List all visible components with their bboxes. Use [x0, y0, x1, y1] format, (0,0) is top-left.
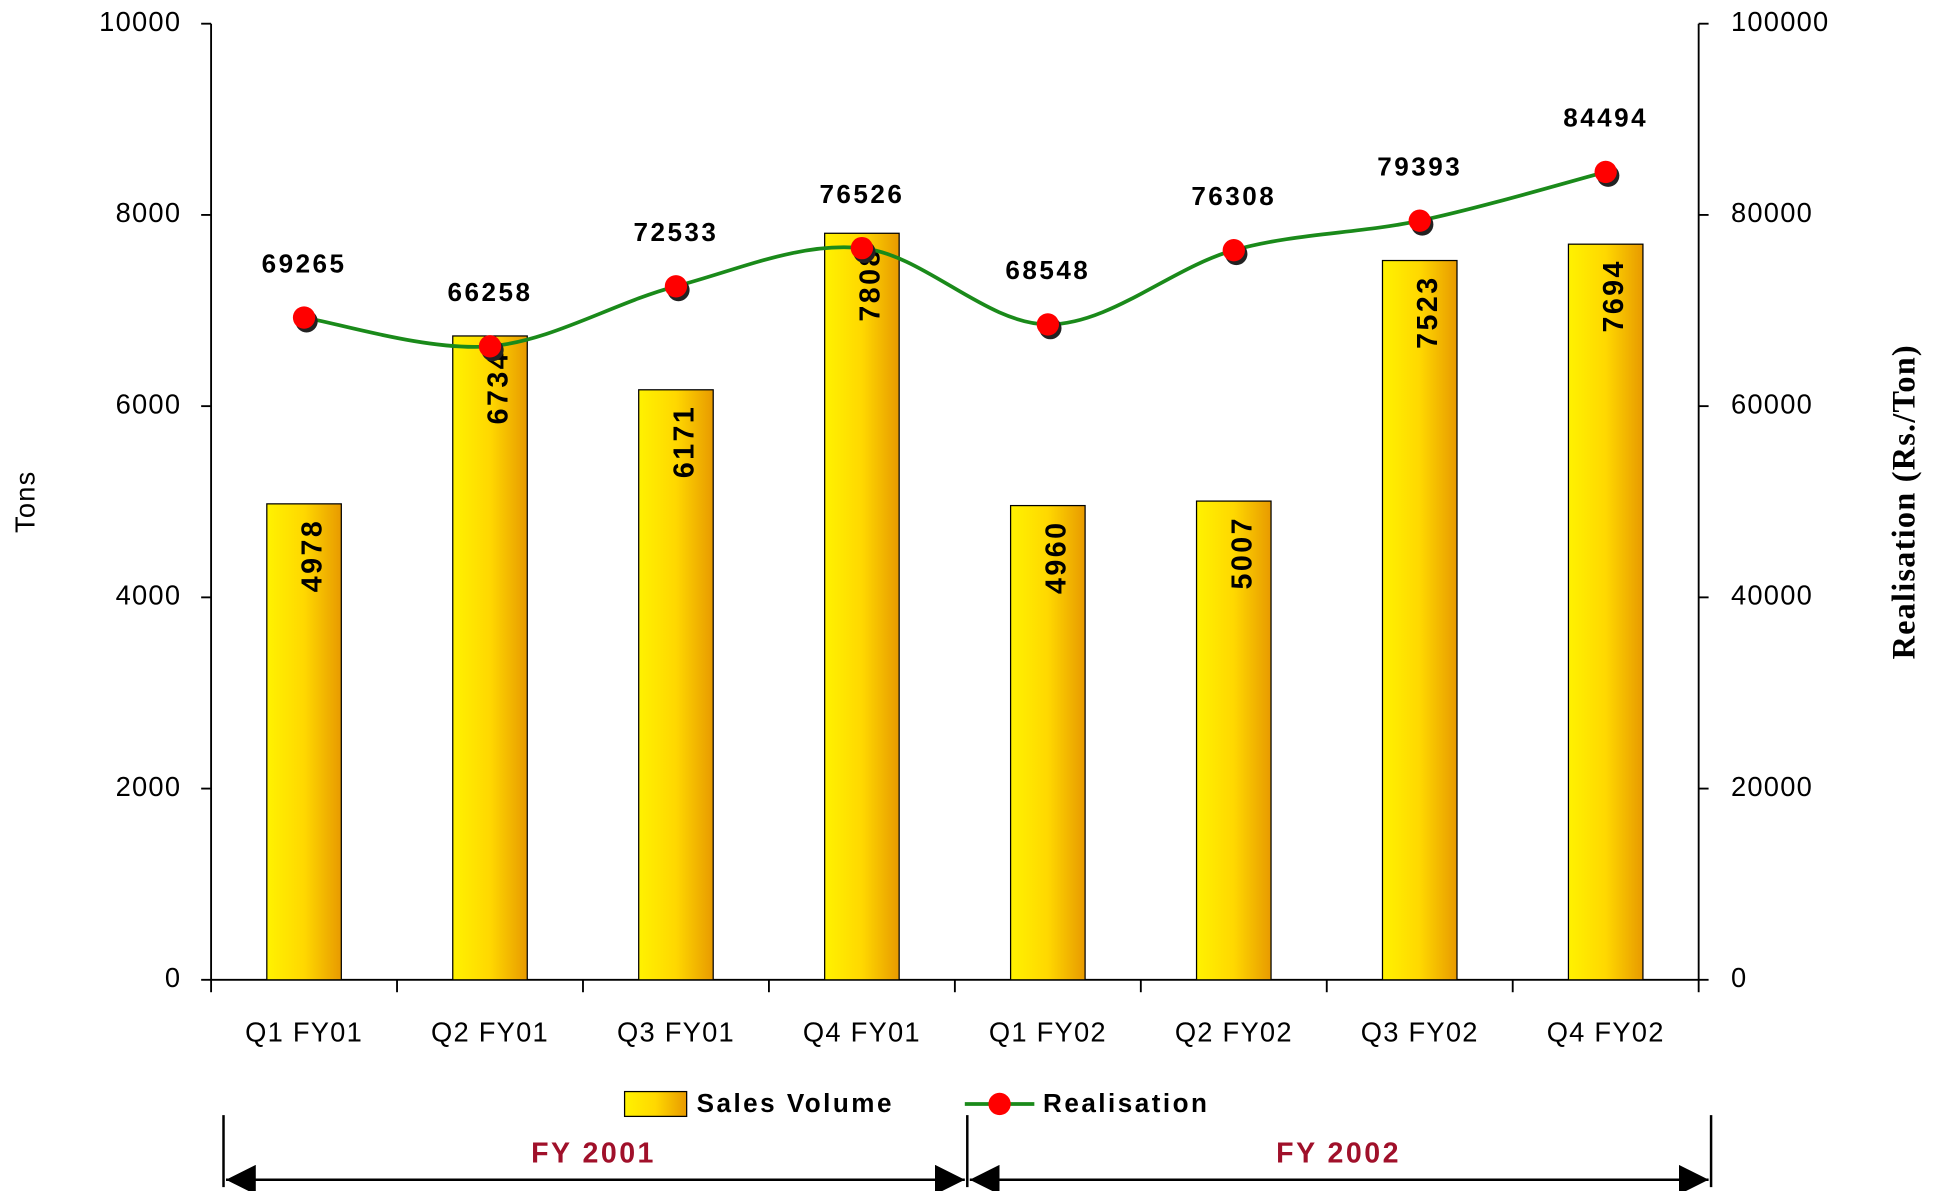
line-value-label: 79393: [1377, 151, 1462, 181]
y2-axis-title: Realisation (Rs./Ton): [1886, 344, 1922, 659]
marker: [664, 275, 688, 298]
line-value-label: 68548: [1005, 255, 1090, 285]
bar-value-label: 7694: [1598, 259, 1630, 332]
bar: [824, 232, 900, 981]
line-value-label: 76308: [1191, 181, 1276, 211]
marker: [292, 306, 316, 329]
x-tick-label: Q1 FY01: [245, 1017, 363, 1048]
marker: [1594, 160, 1617, 184]
bar-value-label: 6734: [482, 351, 514, 424]
legend-label: Sales Volume: [697, 1088, 894, 1118]
y-tick-label: 2000: [116, 771, 182, 802]
line-value-label: 66258: [448, 277, 533, 307]
marker: [478, 335, 502, 358]
y-axis-title: Tons: [10, 470, 41, 533]
y2-tick-label: 60000: [1731, 388, 1813, 419]
marker: [1222, 239, 1245, 262]
line-value-label: 76526: [819, 179, 904, 209]
y2-tick-label: 40000: [1731, 580, 1813, 611]
legend-swatch: [623, 1090, 688, 1118]
annotation: FY 2002: [1276, 1137, 1401, 1169]
y-tick-label: 4000: [116, 580, 182, 611]
legend: Sales Volume Realisation: [623, 1088, 1209, 1118]
bar: [1567, 243, 1644, 981]
x-tick-label: Q1 FY02: [989, 1017, 1107, 1048]
y2-tick-label: 80000: [1731, 197, 1813, 228]
y2-tick-label: 100000: [1731, 6, 1830, 37]
bar-value-label: 4978: [297, 519, 329, 592]
bar-value-label: 6171: [668, 405, 700, 478]
marker: [850, 236, 874, 260]
x-tick-label: Q2 FY01: [431, 1017, 549, 1048]
y-tick-label: 8000: [116, 197, 182, 228]
x-tick-label: Q4 FY01: [803, 1017, 921, 1048]
line-value-label: 72533: [634, 217, 719, 247]
x-tick-label: Q3 FY02: [1361, 1017, 1479, 1048]
bar: [1195, 500, 1272, 981]
y-tick-label: 10000: [99, 6, 181, 37]
bar-value-label: 5007: [1226, 516, 1258, 589]
bar-value-label: 4960: [1040, 520, 1072, 593]
annotation: FY 2001: [531, 1137, 656, 1169]
legend-label: Realisation: [1043, 1088, 1209, 1118]
bar: [452, 335, 528, 981]
y-tick-label: 0: [165, 962, 181, 993]
marker: [1408, 209, 1431, 232]
bar: [1009, 504, 1086, 981]
line: [303, 170, 1607, 349]
marker: [1036, 313, 1060, 336]
legend-marker: [988, 1092, 1011, 1116]
y2-tick-label: 20000: [1731, 771, 1813, 802]
line-value-label: 69265: [262, 248, 347, 278]
x-tick-label: Q2 FY02: [1175, 1017, 1293, 1048]
bar-value-label: 7523: [1412, 275, 1444, 348]
bar: [1381, 259, 1458, 981]
y-tick-label: 6000: [116, 388, 182, 419]
x-tick-label: Q4 FY02: [1547, 1017, 1665, 1048]
x-tick-label: Q3 FY01: [617, 1017, 735, 1048]
bar: [266, 503, 342, 981]
bar: [638, 389, 714, 981]
y2-tick-label: 0: [1731, 962, 1747, 993]
fy-brackets: FY 2001 FY 2002: [222, 1115, 1713, 1191]
line-value-label: 84494: [1563, 103, 1648, 133]
